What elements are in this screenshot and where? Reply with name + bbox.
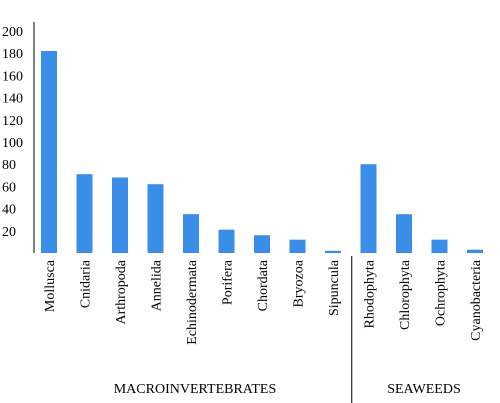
category-label: Echinodermata [185, 259, 200, 345]
y-tick-label: 40 [2, 203, 16, 218]
group-label: SEAWEEDS [387, 382, 461, 397]
bar-arthropoda [112, 177, 128, 253]
bar-cnidaria [76, 174, 93, 253]
bar-sipuncula [325, 250, 341, 253]
bar-chordata [254, 235, 270, 253]
category-label: Cyanobacteria [469, 259, 484, 341]
bar-ochrophyta [431, 239, 448, 253]
y-axis: 20 40 60 80 100 120 140 160 180 200 [2, 22, 35, 253]
bar-echinodermata [183, 214, 199, 253]
bar-chlorophyta [396, 214, 412, 253]
bar-annelida [147, 184, 164, 253]
bar-porifera [218, 229, 235, 253]
y-tick-label: 180 [2, 47, 23, 62]
category-groups: MACROINVERTEBRATES SEAWEEDS [114, 256, 461, 403]
category-label: Chlorophyta [398, 259, 413, 330]
bar-rhodophyta [360, 164, 377, 253]
category-label: Rhodophyta [363, 259, 378, 328]
category-label: Arthropoda [114, 259, 129, 324]
bar-mollusca [41, 50, 57, 254]
y-tick-label: 120 [2, 114, 23, 129]
category-label: Ochrophyta [434, 259, 449, 326]
y-tick-label: 160 [2, 69, 23, 84]
category-label: Bryozoa [292, 259, 307, 307]
y-tick-label: 140 [2, 92, 23, 107]
x-axis-labels: Mollusca Cnidaria Arthropoda Annelida Echino… [43, 259, 484, 345]
category-label: Chordata [256, 259, 271, 311]
group-label: MACROINVERTEBRATES [114, 382, 277, 397]
bars [41, 50, 483, 254]
bar-cyanobacteria [467, 249, 483, 253]
category-label: Annelida [150, 259, 165, 311]
category-label: Mollusca [43, 259, 58, 312]
category-label: Sipuncula [327, 259, 342, 316]
y-tick-label: 20 [2, 225, 16, 240]
y-tick-label: 200 [2, 25, 23, 40]
y-tick-label: 80 [2, 158, 16, 173]
bar-bryozoa [289, 239, 306, 253]
y-tick-label: 100 [2, 136, 23, 151]
category-label: Porifera [221, 259, 236, 305]
category-label: Cnidaria [79, 259, 94, 308]
y-tick-label: 60 [2, 180, 16, 195]
